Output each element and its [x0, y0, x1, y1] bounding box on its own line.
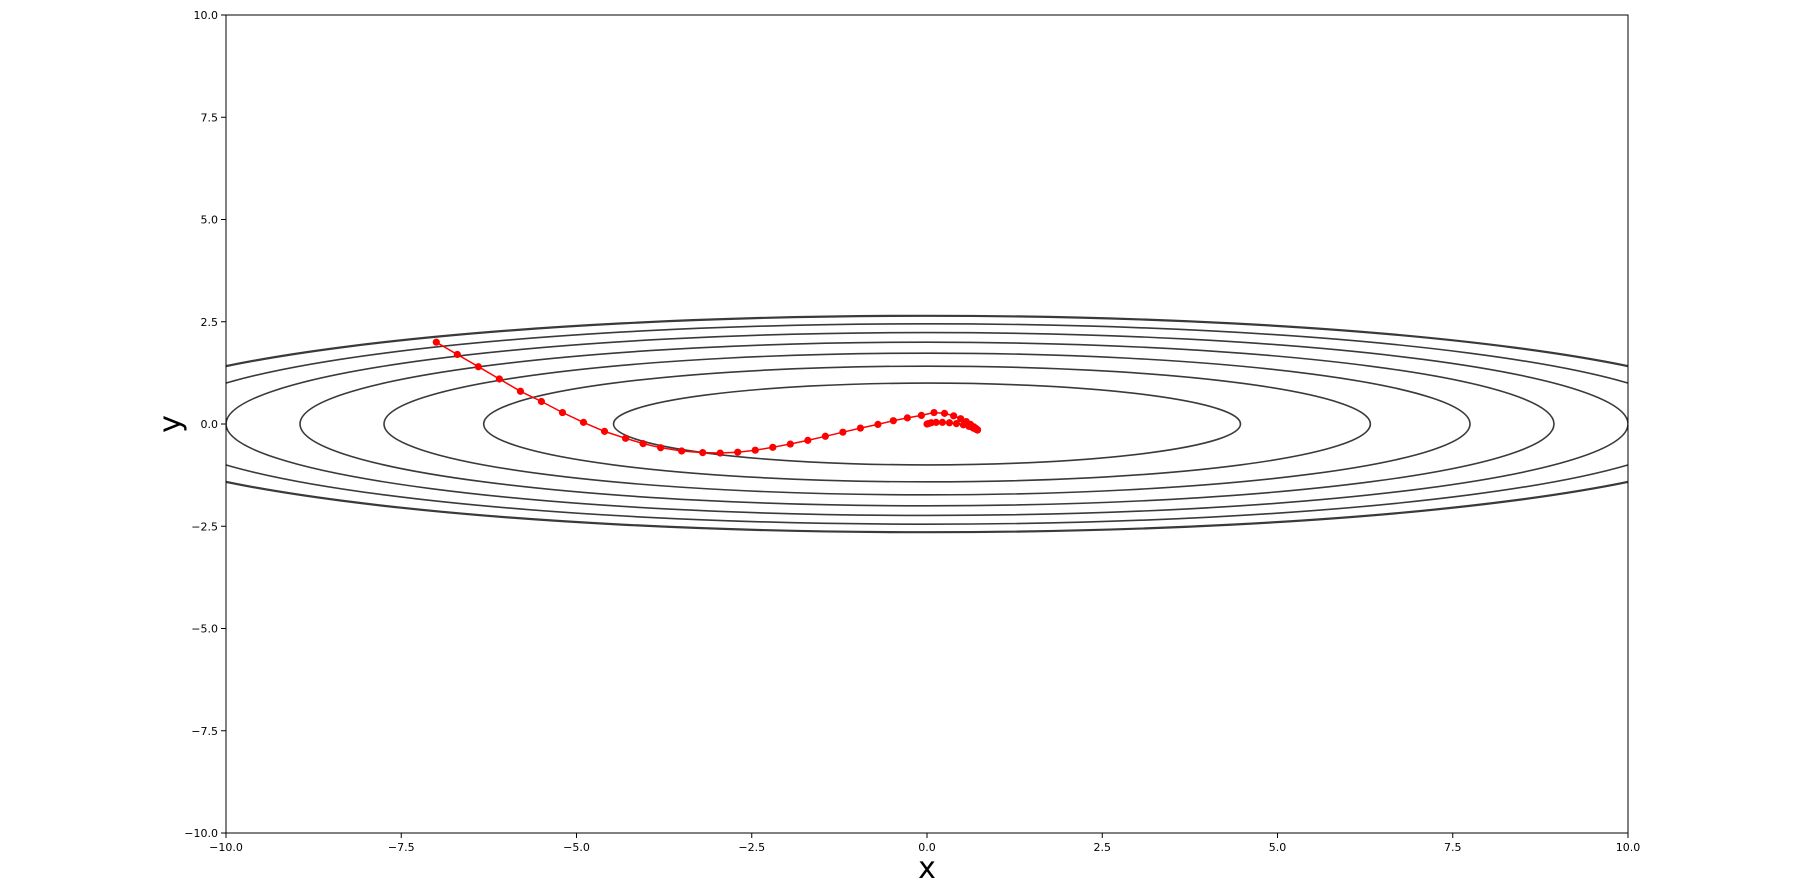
contour-level-3 [383, 352, 1471, 496]
data-point [786, 440, 794, 448]
data-point [940, 409, 949, 417]
x-tick-label: 7.5 [1444, 841, 1462, 854]
contour-level-7 [226, 314, 1628, 534]
contour-level-2 [482, 365, 1372, 483]
data-point [821, 432, 829, 440]
data-point [537, 397, 546, 406]
y-tick-label: −2.5 [191, 520, 218, 533]
x-tick-label: 10.0 [1616, 841, 1641, 854]
data-point [952, 419, 961, 428]
y-tick-label: −7.5 [191, 725, 218, 738]
data-point [432, 338, 440, 346]
data-point [950, 412, 958, 420]
contour-layer [226, 314, 1628, 534]
data-point [474, 363, 482, 371]
x-axis: −10.0 −7.5 −5.0 −2.5 0.0 2.5 5.0 7.5 10.0 [209, 833, 1640, 854]
data-point [699, 449, 707, 457]
y-tick-label: 2.5 [201, 316, 219, 329]
data-point [734, 448, 742, 456]
x-tick-label: 5.0 [1269, 841, 1287, 854]
data-point [957, 415, 965, 423]
x-tick-label: 0.0 [918, 841, 936, 854]
x-tick-label: −5.0 [563, 841, 590, 854]
data-point [959, 421, 968, 429]
data-point [945, 419, 954, 427]
data-point [889, 417, 897, 425]
series-layer [432, 338, 982, 457]
data-point [965, 422, 973, 431]
y-tick-label: 5.0 [201, 214, 219, 227]
x-tick-label: −2.5 [738, 841, 765, 854]
data-point [516, 387, 525, 395]
contour-level-1 [612, 382, 1242, 466]
y-tick-label: 7.5 [201, 111, 219, 124]
y-tick-label: 0.0 [201, 418, 219, 431]
data-point [856, 424, 865, 432]
data-point [930, 408, 938, 417]
data-point [938, 418, 947, 426]
data-point [600, 427, 609, 435]
data-point [903, 414, 911, 422]
data-point [678, 447, 686, 455]
data-point [579, 418, 588, 426]
data-point [495, 375, 503, 383]
y-tick-label: 10.0 [194, 9, 219, 22]
data-point [621, 434, 630, 442]
data-point [923, 420, 931, 428]
y-axis: −10.0 −7.5 −5.0 −2.5 0.0 2.5 5.0 7.5 10.0 [184, 9, 226, 840]
y-tick-label: −10.0 [184, 827, 218, 840]
data-point [558, 408, 567, 417]
data-point [769, 443, 777, 451]
data-point [874, 420, 882, 429]
contour-level-5 [226, 331, 1628, 517]
x-axis-label: x [918, 851, 936, 885]
data-point [639, 440, 647, 448]
data-point [716, 449, 724, 457]
y-tick-label: −5.0 [191, 623, 218, 636]
x-tick-label: −10.0 [209, 841, 243, 854]
data-point [839, 428, 847, 436]
contour-level-4 [299, 341, 1555, 507]
x-tick-label: 2.5 [1094, 841, 1112, 854]
y-axis-label: y [153, 415, 188, 433]
data-point [917, 411, 925, 420]
x-tick-label: −7.5 [388, 841, 415, 854]
contour-level-6 [226, 323, 1628, 525]
data-point [453, 350, 461, 359]
data-point [657, 444, 665, 452]
data-point [804, 436, 812, 444]
data-point [751, 446, 759, 454]
